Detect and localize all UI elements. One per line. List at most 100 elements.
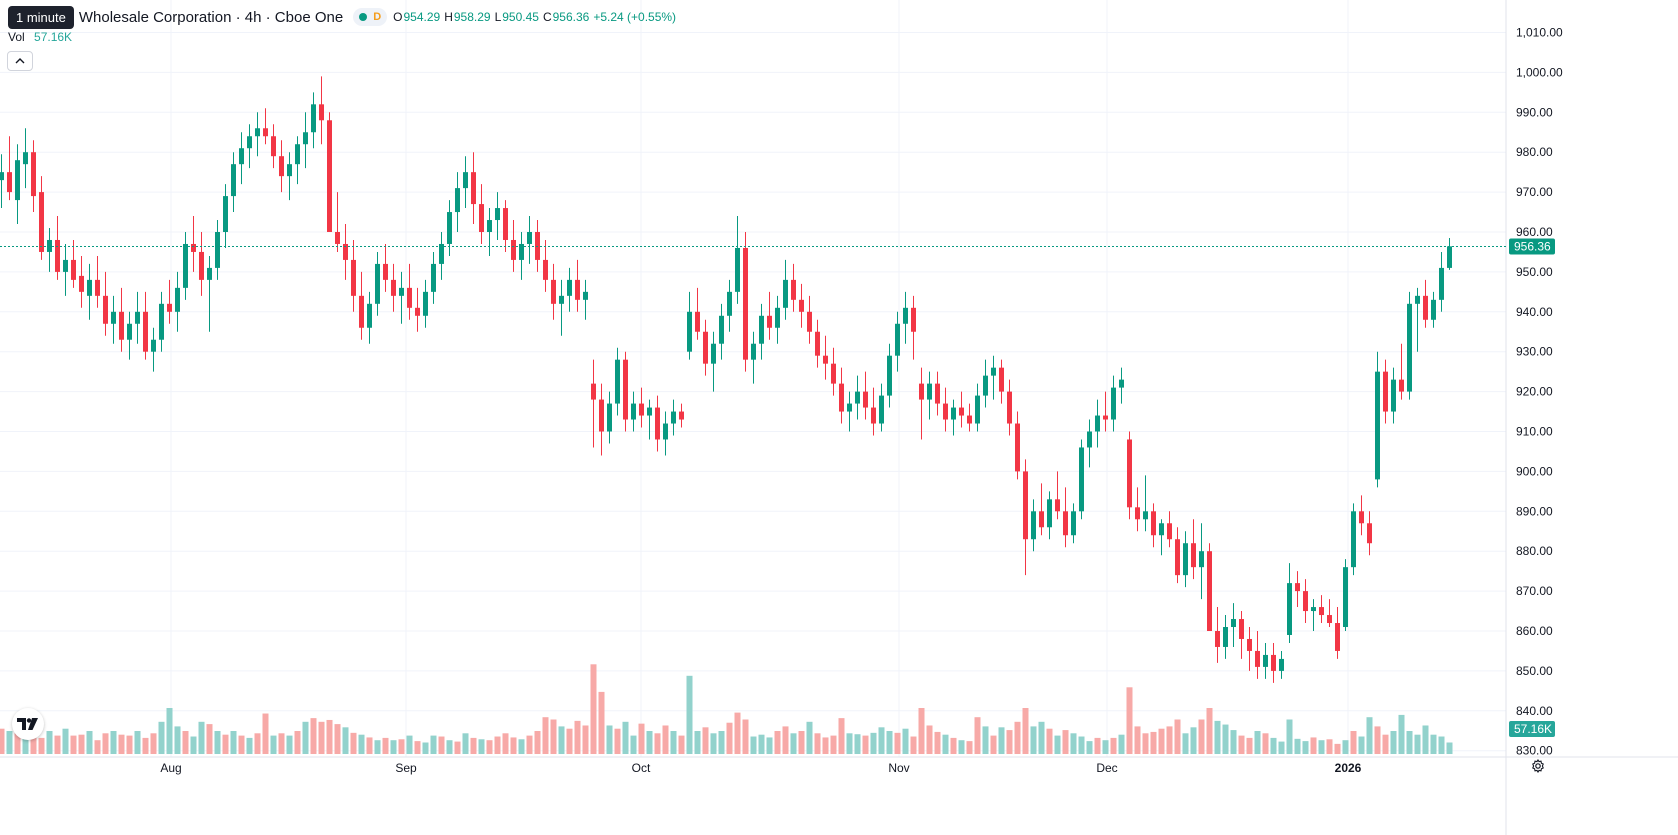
volume-bar — [142, 737, 149, 754]
candle-body — [951, 407, 956, 420]
candle — [1359, 495, 1364, 536]
candle — [559, 279, 564, 336]
volume-bar — [1334, 743, 1341, 754]
candle — [247, 124, 252, 169]
volume-bar — [38, 737, 45, 754]
candle-body — [39, 192, 44, 252]
candle — [1151, 503, 1156, 548]
close-label: C — [542, 10, 552, 24]
candle — [711, 331, 716, 392]
candle — [1303, 579, 1308, 624]
candle-body — [919, 383, 924, 400]
candle-body — [351, 259, 356, 296]
volume-bar — [6, 731, 13, 754]
candle-body — [799, 299, 804, 312]
volume-bar — [270, 735, 277, 754]
candle — [175, 271, 180, 332]
candle-body — [511, 239, 516, 260]
candle — [455, 172, 460, 232]
volume-bar — [78, 734, 85, 754]
symbol-title[interactable]: Wholesale Corporation · 4h · Cboe One — [78, 8, 344, 26]
candle — [423, 279, 428, 328]
volume-bar — [630, 735, 637, 754]
volume-bar — [278, 733, 285, 754]
candle-body — [1295, 583, 1300, 592]
candle-body — [1255, 650, 1260, 667]
candle-body — [911, 307, 916, 332]
y-tick-label: 970.00 — [1516, 185, 1553, 199]
candle — [1127, 431, 1132, 520]
volume-bar — [414, 741, 421, 754]
candle — [663, 411, 668, 456]
candle-body — [271, 136, 276, 157]
candle — [471, 152, 476, 225]
volume-bar — [350, 732, 357, 754]
gear-icon[interactable] — [1530, 758, 1546, 774]
candle — [823, 335, 828, 380]
candle-body — [1111, 387, 1116, 420]
y-tick-label: 950.00 — [1516, 265, 1553, 279]
volume-bar — [790, 733, 797, 754]
candle — [551, 263, 556, 320]
volume-bar — [622, 721, 629, 754]
volume-bar — [734, 712, 741, 754]
volume-bar — [286, 735, 293, 754]
candle — [567, 267, 572, 312]
candle — [735, 216, 740, 304]
candle — [671, 399, 676, 436]
candle — [1199, 523, 1204, 600]
candle-body — [15, 160, 20, 201]
open-label: O — [393, 10, 403, 24]
y-tick-label: 840.00 — [1516, 704, 1553, 718]
candle — [687, 291, 692, 360]
candle-body — [1375, 371, 1380, 480]
candle-body — [887, 355, 892, 396]
volume-bar — [246, 737, 253, 754]
candle-body — [495, 208, 500, 221]
candle — [63, 243, 68, 296]
candle-body — [199, 251, 204, 280]
candle-body — [639, 403, 644, 416]
candle-body — [31, 152, 36, 197]
interval-badge[interactable]: 1 minute — [8, 5, 74, 29]
volume-bar — [726, 722, 733, 754]
candle — [543, 239, 548, 292]
collapse-legend-button[interactable] — [7, 51, 33, 71]
volume-bar — [1006, 730, 1013, 754]
volume-bar — [1094, 737, 1101, 754]
candle — [487, 208, 492, 256]
volume-bar — [710, 733, 717, 754]
candle-body — [95, 279, 100, 296]
market-status[interactable]: D — [353, 8, 388, 26]
candle-body — [1279, 658, 1284, 671]
volume-bar — [942, 734, 949, 754]
candle-body — [839, 383, 844, 412]
candle — [1431, 291, 1436, 328]
candle — [503, 200, 508, 252]
candle-body — [519, 243, 524, 260]
candle-body — [311, 104, 316, 133]
candle — [599, 383, 604, 456]
volume-bar — [1174, 719, 1181, 754]
candle-body — [391, 279, 396, 296]
last-price-label: 956.36 — [1514, 240, 1551, 254]
volume-bar — [990, 735, 997, 754]
volume-bar — [390, 740, 397, 754]
volume-bar — [46, 731, 53, 754]
candle-body — [1079, 447, 1084, 512]
candle-body — [1239, 619, 1244, 639]
candle — [655, 395, 660, 452]
volume-bar — [886, 731, 893, 754]
candle-body — [151, 339, 156, 352]
tradingview-logo-icon[interactable] — [12, 708, 44, 740]
volume-bar — [110, 731, 117, 754]
candle-body — [1199, 551, 1204, 568]
candle — [1287, 563, 1292, 643]
candle — [1207, 543, 1212, 631]
candle — [1351, 503, 1356, 576]
candle — [1191, 519, 1196, 580]
candle-body — [1431, 299, 1436, 320]
candle — [1335, 607, 1340, 659]
candle — [831, 347, 836, 396]
